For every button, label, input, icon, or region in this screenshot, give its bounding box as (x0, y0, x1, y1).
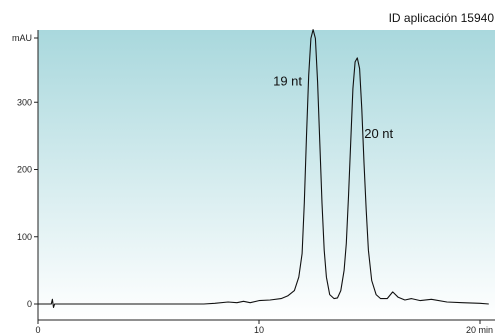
chromatogram-trace (38, 29, 489, 308)
y-tick-label: 100 (17, 232, 32, 242)
x-tick-label: 20 min (466, 325, 493, 333)
x-tick-label: 0 (35, 325, 40, 333)
plot-background (38, 30, 495, 320)
x-tick-label: 10 (254, 325, 264, 333)
peak-label: 20 nt (364, 126, 393, 141)
peak-label: 19 nt (273, 74, 302, 89)
y-tick-label: 300 (17, 97, 32, 107)
y-tick-label: 0 (27, 299, 32, 309)
application-id-label: ID aplicación 15940 (389, 11, 495, 25)
y-axis-unit-label: mAU (12, 33, 32, 43)
y-tick-label: 200 (17, 165, 32, 175)
